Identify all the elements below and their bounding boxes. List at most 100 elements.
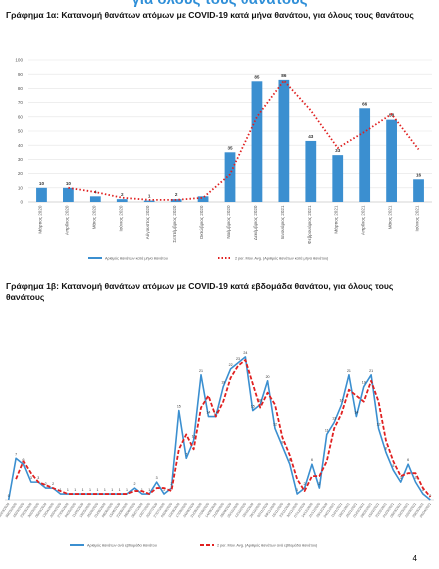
data-label: 6 [289, 458, 291, 462]
data-label: 1 [67, 488, 69, 492]
x-tick-label: Νοέμβριος 2020 [225, 205, 231, 239]
data-label: 1 [148, 488, 150, 492]
data-label: 1 [163, 488, 165, 492]
data-label: 85 [254, 74, 260, 79]
legend-label: Αριθμός θανάτων ανά εβδομάδα θανάτου [87, 544, 157, 548]
bar [278, 79, 290, 202]
data-label: 7 [15, 452, 17, 456]
data-label: 2 [45, 482, 47, 486]
line-series [7, 356, 431, 501]
bar [413, 179, 424, 202]
x-tick-label: Ιούνιος 2020 [117, 205, 123, 231]
data-label: 1 [59, 488, 61, 492]
bar [305, 140, 317, 202]
data-label: 2 [304, 482, 306, 486]
y-tick-label: 30 [18, 157, 24, 162]
data-label: 1 [119, 488, 121, 492]
data-label: 23 [236, 357, 240, 361]
data-label: 58 [389, 113, 395, 118]
y-tick-label: 60 [18, 114, 24, 119]
data-label: 2 [52, 482, 54, 486]
x-tick-label: Σεπτέμβριος 2020 [171, 205, 177, 243]
x-tick-label: Αύγουστος 2020 [144, 205, 150, 239]
data-label: 14 [354, 411, 358, 415]
data-label: 1 [104, 488, 106, 492]
data-label: 10 [66, 181, 72, 186]
chart-title: Γράφημα 1α: Κατανομή θανάτων ατόμων με C… [6, 10, 414, 20]
data-label: 19 [221, 381, 225, 385]
chart: 02/03/202009/03/202016/03/202023/03/2020… [0, 351, 434, 548]
bar [251, 81, 263, 202]
data-label: 10 [192, 434, 196, 438]
bar [386, 119, 397, 202]
data-label: 14 [214, 411, 218, 415]
line-series [68, 79, 420, 201]
bar [89, 196, 101, 202]
x-tick-label: Δεκέμβριος 2020 [252, 205, 258, 240]
data-label: 1 [422, 488, 424, 492]
data-label: 8 [385, 446, 387, 450]
data-label: 2 [318, 482, 320, 486]
data-label: 66 [362, 101, 368, 106]
y-tick-label: 90 [18, 72, 24, 77]
x-tick-label: Μάρτιος 2021 [333, 205, 339, 234]
y-tick-label: 0 [20, 200, 23, 205]
bar [116, 199, 128, 202]
bar [143, 200, 155, 202]
x-tick-label: Φεβρουάριος 2021 [306, 205, 312, 244]
data-label: 33 [335, 148, 341, 153]
data-label: 86 [281, 73, 287, 78]
data-label: 20 [266, 375, 270, 379]
data-label: 21 [369, 369, 373, 373]
data-label: 21 [347, 369, 351, 373]
data-label: 3 [30, 476, 32, 480]
data-label: 7 [185, 452, 187, 456]
legend-label: 2 per. Mov. Avg. (Αριθμός θανάτων κατά μ… [235, 257, 329, 261]
x-tick-label: Απρίλιος 2021 [361, 205, 366, 235]
data-label: 14 [206, 411, 210, 415]
x-tick-label: 02/03/2020 [0, 502, 10, 518]
x-tick-label: Μάιος 2020 [90, 205, 96, 229]
data-label: 1 [126, 488, 128, 492]
header-title: για όλους τους θανάτους [0, 0, 439, 8]
data-label: 3 [415, 476, 417, 480]
data-label: 6 [22, 458, 24, 462]
data-label: 1 [141, 488, 143, 492]
y-tick-label: 100 [15, 58, 23, 63]
data-label: 3 [156, 476, 158, 480]
y-tick-label: 50 [18, 129, 24, 134]
data-label: 13 [332, 417, 336, 421]
bar [224, 152, 236, 202]
data-label: 1 [74, 488, 76, 492]
data-label: 0 [8, 494, 10, 498]
data-label: 4 [94, 189, 97, 194]
data-label: 19 [362, 381, 366, 385]
data-label: 2 [121, 192, 124, 197]
y-tick-label: 80 [18, 86, 24, 91]
data-label: 1 [82, 488, 84, 492]
legend-label: Αριθμός θανάτων κατά μήνα θανάτου [105, 257, 168, 261]
data-label: 1 [111, 488, 113, 492]
data-label: 35 [227, 145, 233, 150]
data-label: 15 [177, 405, 181, 409]
data-label: 12 [273, 422, 277, 426]
data-label: 16 [340, 399, 344, 403]
data-label: 21 [199, 369, 203, 373]
x-tick-label: Ιούνιος 2021 [414, 205, 420, 231]
data-label: 1 [89, 488, 91, 492]
legend-label: 2 per. Mov. Avg. (Αριθμός θανάτων ανά εβ… [217, 544, 318, 548]
data-label: 43 [308, 134, 314, 139]
page-number: 4 [412, 554, 417, 563]
data-label: 12 [377, 422, 381, 426]
data-label: 16 [416, 172, 422, 177]
y-tick-label: 10 [18, 185, 24, 190]
data-label: 5 [392, 464, 394, 468]
line-series [15, 359, 431, 498]
bar [197, 196, 209, 202]
bar [36, 187, 47, 202]
data-label: 11 [325, 428, 329, 432]
data-label: 2 [170, 482, 172, 486]
x-tick-label: Μάιος 2021 [387, 205, 393, 229]
bar [332, 155, 344, 202]
